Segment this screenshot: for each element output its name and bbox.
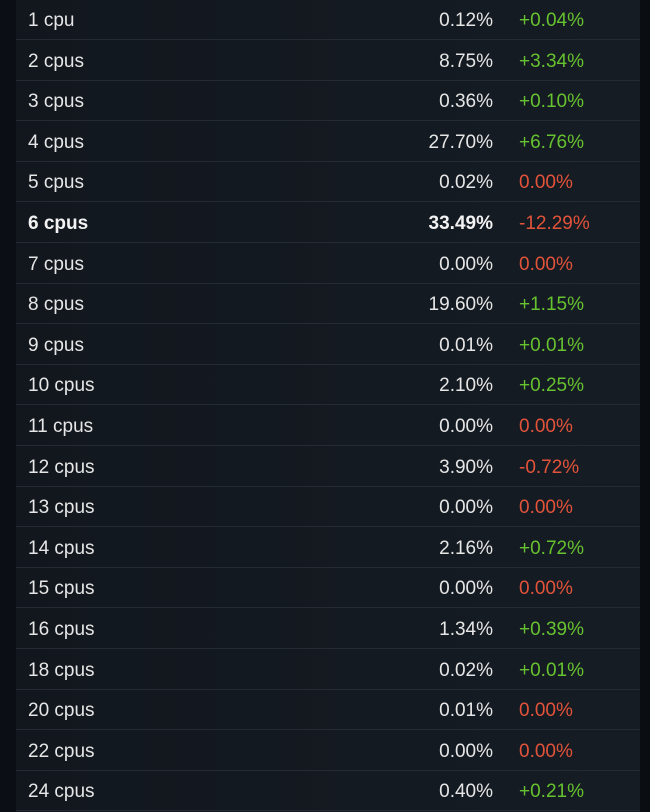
row-change: +1.15% xyxy=(519,294,584,316)
row-percent: 0.02% xyxy=(439,659,493,681)
row-change: +0.21% xyxy=(519,781,584,803)
row-name: 24 cpus xyxy=(28,781,95,803)
row-name: 8 cpus xyxy=(28,294,84,316)
row-percent: 33.49% xyxy=(428,213,493,234)
row-percent: 2.16% xyxy=(439,537,493,559)
row-name: 12 cpus xyxy=(28,456,95,478)
table-row: 15 cpus 0.00% 0.00% xyxy=(16,568,640,609)
table-row: 2 cpus 8.75% +3.34% xyxy=(16,41,640,81)
table-row: 18 cpus 0.02% +0.01% xyxy=(16,650,640,690)
table-row: 12 cpus 3.90% -0.72% xyxy=(16,447,640,487)
row-percent: 27.70% xyxy=(428,131,493,153)
row-percent: 1.34% xyxy=(439,619,493,640)
row-change: +3.34% xyxy=(519,50,584,72)
row-change: 0.00% xyxy=(519,253,573,275)
row-change: +0.72% xyxy=(519,537,584,559)
row-percent: 0.00% xyxy=(439,578,493,600)
row-percent: 0.36% xyxy=(439,91,493,113)
row-name: 7 cpus xyxy=(28,253,84,275)
row-percent: 0.01% xyxy=(439,334,493,356)
table-row: 13 cpus 0.00% 0.00% xyxy=(16,487,640,528)
table-row: 10 cpus 2.10% +0.25% xyxy=(16,365,640,406)
table-row: 24 cpus 0.40% +0.21% xyxy=(16,771,640,812)
row-change: +0.04% xyxy=(519,10,584,31)
row-name: 1 cpu xyxy=(28,10,75,31)
row-change: 0.00% xyxy=(519,740,573,762)
row-change: 0.00% xyxy=(519,578,573,600)
row-percent: 0.12% xyxy=(439,10,493,31)
row-name: 2 cpus xyxy=(28,50,84,72)
table-row: 14 cpus 2.16% +0.72% xyxy=(16,528,640,568)
row-name: 10 cpus xyxy=(28,375,95,397)
table-row: 7 cpus 0.00% 0.00% xyxy=(16,244,640,284)
row-percent: 0.02% xyxy=(439,172,493,194)
row-name: 5 cpus xyxy=(28,172,84,194)
row-percent: 0.40% xyxy=(439,781,493,803)
row-change: +0.01% xyxy=(519,334,584,356)
row-percent: 0.00% xyxy=(439,497,493,519)
row-change: +0.10% xyxy=(519,91,584,113)
table-row: 4 cpus 27.70% +6.76% xyxy=(16,122,640,162)
table-row-highlighted: 6 cpus 33.49% -12.29% xyxy=(16,203,640,243)
row-name: 14 cpus xyxy=(28,537,95,559)
row-percent: 0.00% xyxy=(439,253,493,275)
row-percent: 3.90% xyxy=(439,456,493,478)
row-name: 22 cpus xyxy=(28,740,95,762)
row-change: +0.01% xyxy=(519,659,584,681)
row-change: -0.72% xyxy=(519,456,580,478)
row-name: 15 cpus xyxy=(28,578,95,600)
row-change: 0.00% xyxy=(519,497,573,519)
table-row: 5 cpus 0.02% 0.00% xyxy=(16,162,640,203)
row-percent: 19.60% xyxy=(428,294,493,316)
table-row: 3 cpus 0.36% +0.10% xyxy=(16,81,640,122)
row-name: 9 cpus xyxy=(28,334,84,356)
row-change: -12.29% xyxy=(519,213,590,234)
row-percent: 0.00% xyxy=(439,416,493,437)
row-percent: 0.00% xyxy=(439,740,493,762)
row-name: 16 cpus xyxy=(28,619,95,640)
table-row: 22 cpus 0.00% 0.00% xyxy=(16,731,640,771)
row-name: 20 cpus xyxy=(28,700,95,722)
row-percent: 2.10% xyxy=(439,375,493,397)
page-edge xyxy=(640,0,650,812)
row-name: 6 cpus xyxy=(28,213,89,234)
row-percent: 0.01% xyxy=(439,700,493,722)
cpu-count-table: 1 cpu 0.12% +0.04% 2 cpus 8.75% +3.34% 3… xyxy=(16,0,640,812)
row-name: 13 cpus xyxy=(28,497,95,519)
table-row: 8 cpus 19.60% +1.15% xyxy=(16,284,640,325)
table-row: 11 cpus 0.00% 0.00% xyxy=(16,406,640,446)
row-change: 0.00% xyxy=(519,416,573,437)
row-name: 11 cpus xyxy=(28,416,94,437)
row-change: +0.39% xyxy=(519,619,584,640)
row-change: +6.76% xyxy=(519,131,584,153)
row-percent: 8.75% xyxy=(439,50,493,72)
table-row: 1 cpu 0.12% +0.04% xyxy=(16,0,640,40)
table-row: 9 cpus 0.01% +0.01% xyxy=(16,325,640,365)
row-name: 3 cpus xyxy=(28,91,84,113)
row-change: +0.25% xyxy=(519,375,584,397)
row-change: 0.00% xyxy=(519,172,573,194)
row-change: 0.00% xyxy=(519,700,573,722)
row-name: 4 cpus xyxy=(28,131,84,153)
table-row: 16 cpus 1.34% +0.39% xyxy=(16,609,640,649)
table-row: 20 cpus 0.01% 0.00% xyxy=(16,690,640,731)
row-name: 18 cpus xyxy=(28,659,95,681)
